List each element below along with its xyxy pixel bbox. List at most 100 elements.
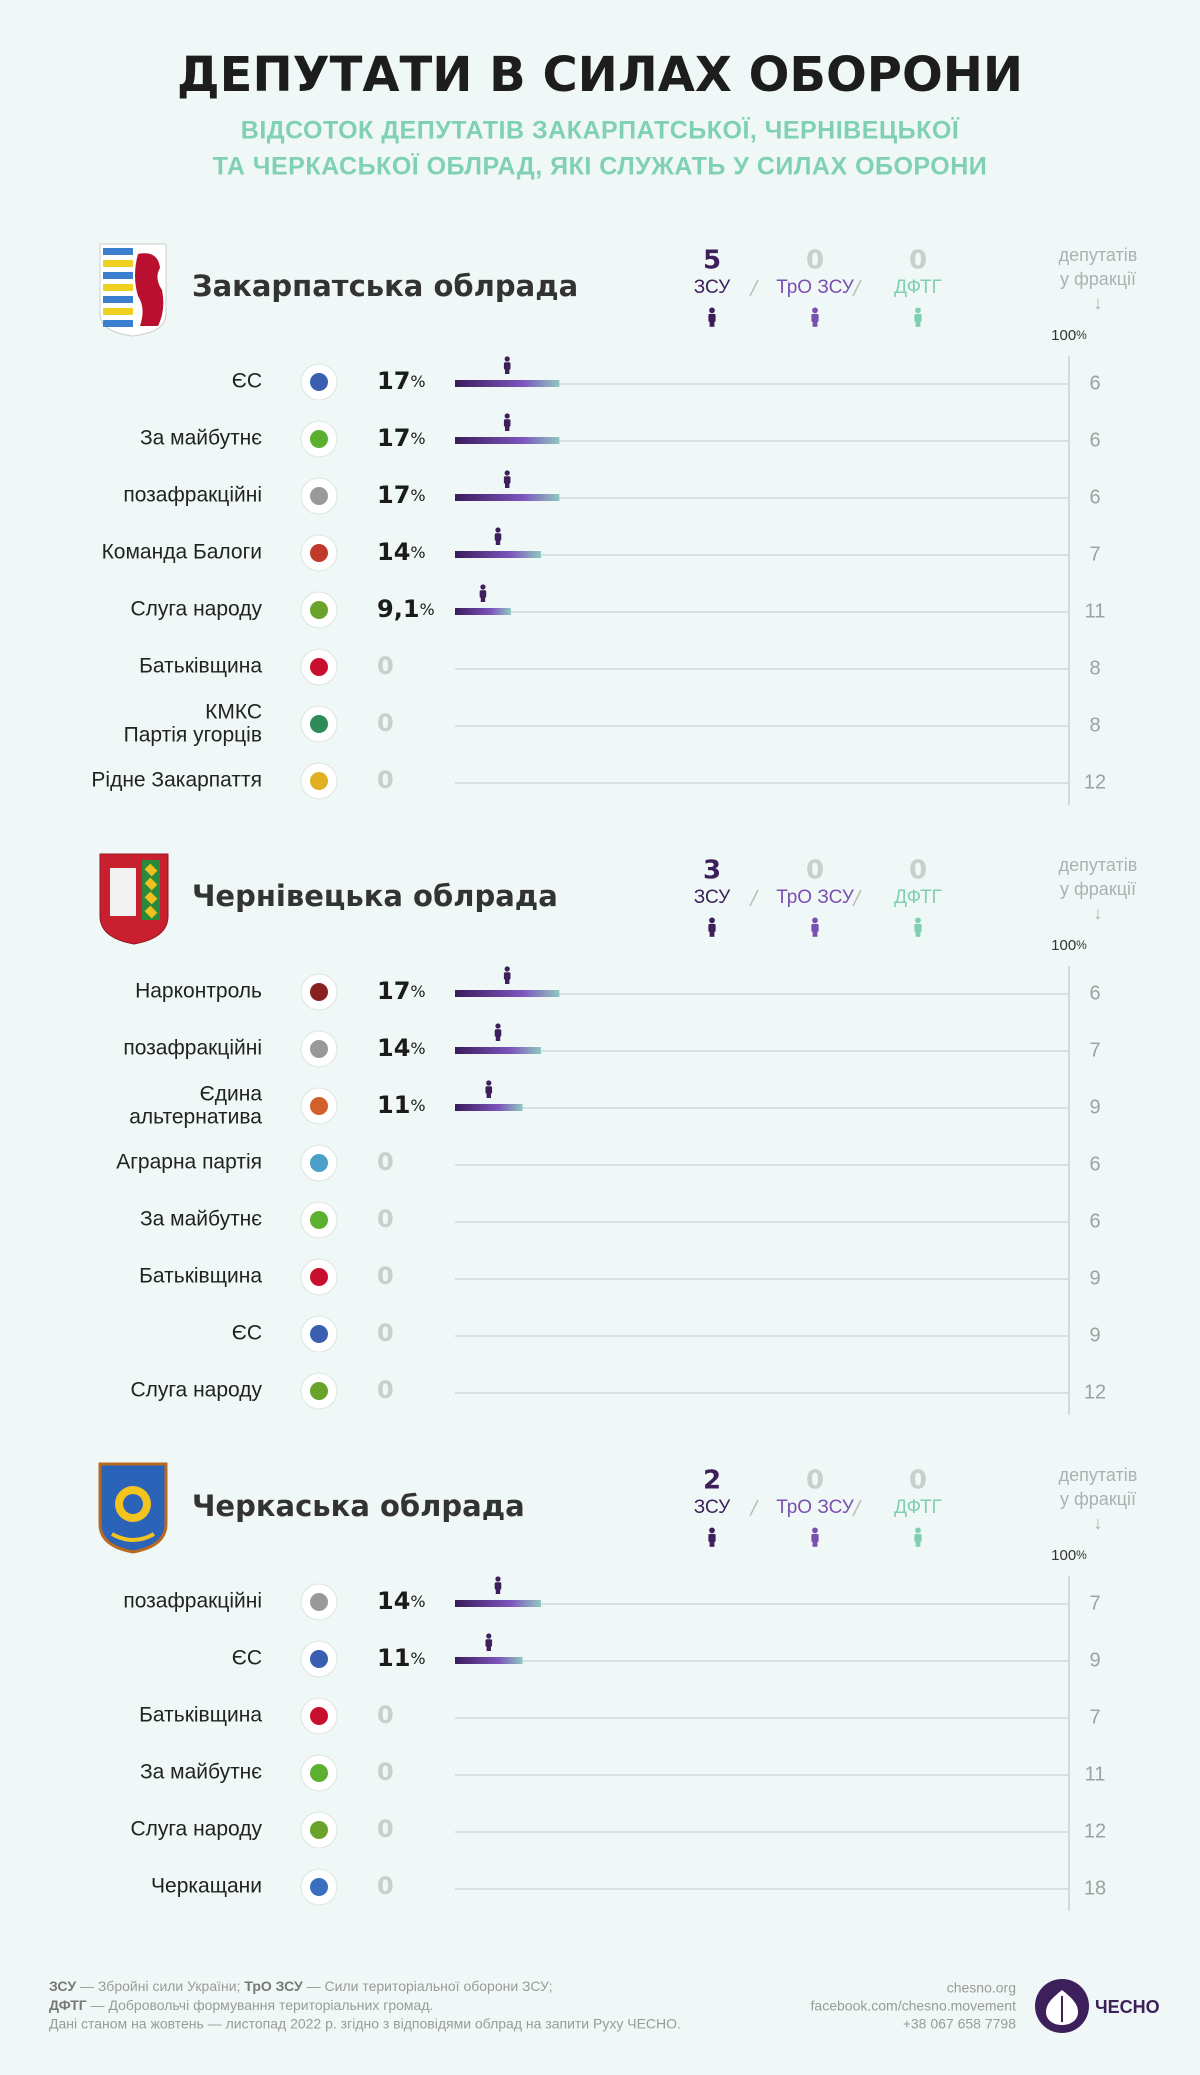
person-icon <box>811 1527 819 1547</box>
count-label: у фракції <box>1060 1489 1136 1509</box>
contact: chesno.org <box>947 1980 1016 1996</box>
bar <box>455 437 560 444</box>
person-body <box>503 476 511 484</box>
arms-stripe <box>103 308 133 315</box>
party-name: КМКС Партія угорців <box>124 700 262 746</box>
party-name: позафракційні <box>123 484 262 507</box>
person-icon <box>494 1023 502 1041</box>
legend-term: ЗСУ <box>49 1978 76 1994</box>
legend-term: ТрО ЗСУ <box>244 1978 303 1994</box>
person-legs <box>495 540 501 545</box>
party-name: позафракційні <box>123 1037 262 1060</box>
title: ДЕПУТАТИ В СИЛАХ ОБОРОНИ <box>177 47 1023 103</box>
arms-stripe <box>103 320 133 327</box>
bar <box>455 380 560 387</box>
party-name: Нарконтроль <box>135 980 262 1003</box>
faction-size: 6 <box>1089 486 1100 508</box>
person-body <box>494 533 502 541</box>
person-icon <box>503 470 511 488</box>
section-title: Закарпатська облрада <box>192 269 578 303</box>
x-tick-label: 100% <box>1051 1547 1087 1564</box>
person-legs <box>480 597 486 602</box>
person-legs <box>486 1093 491 1098</box>
person-head <box>486 1633 492 1639</box>
person-body <box>708 1533 716 1543</box>
person-icon <box>914 307 922 327</box>
party-logo-mark <box>310 1821 328 1839</box>
party-logo-mark <box>310 1325 328 1343</box>
bar <box>455 990 560 997</box>
faction-size: 7 <box>1089 1039 1100 1061</box>
person-head <box>495 1576 501 1582</box>
party-logo-mark <box>310 601 328 619</box>
legend-definition: — Добровольчі формування територіальних … <box>87 1997 434 2013</box>
count-label: депутатів <box>1059 245 1138 265</box>
faction-size: 7 <box>1089 1592 1100 1614</box>
person-head <box>812 917 818 924</box>
party-name: позафракційні <box>123 1590 262 1613</box>
contact: facebook.com/chesno.movement <box>811 1998 1017 2014</box>
person-body <box>485 1639 493 1647</box>
faction-size: 9 <box>1089 1096 1100 1118</box>
person-body <box>503 419 511 427</box>
summary-label: ТрО ЗСУ <box>776 887 855 908</box>
arms-sun-core <box>123 1494 143 1514</box>
party-name: ЄС <box>232 1647 262 1670</box>
coat-of-arms <box>98 1462 168 1554</box>
person-body <box>914 1533 922 1543</box>
summary-label: ЗСУ <box>694 277 731 298</box>
person-head <box>504 470 510 476</box>
person-icon <box>494 1576 502 1594</box>
person-head <box>486 1080 492 1086</box>
person-body <box>811 923 819 933</box>
arms-wheat <box>111 1532 155 1542</box>
party-name: Слуга народу <box>130 598 262 621</box>
summary-value: 0 <box>909 856 927 886</box>
summary-value: 0 <box>806 246 824 276</box>
count-label: у фракції <box>1060 269 1136 289</box>
summary-value: 3 <box>703 856 721 886</box>
arms-gold <box>144 863 158 877</box>
party-name: Єдина альтернатива <box>129 1082 262 1128</box>
value-label: 0 <box>377 1205 394 1233</box>
bar <box>455 1104 523 1111</box>
count-label: депутатів <box>1059 855 1138 875</box>
value-label: 14% <box>377 538 426 566</box>
person-head <box>812 307 818 314</box>
person-body <box>503 972 511 980</box>
person-body <box>708 313 716 323</box>
value-label: 0 <box>377 1148 394 1176</box>
party-logo-mark <box>310 1650 328 1668</box>
party-name: Батьківщина <box>139 1704 262 1727</box>
value-label: 17% <box>377 424 426 452</box>
person-icon <box>479 584 487 602</box>
party-name: Слуга народу <box>130 1818 262 1841</box>
party-logo-mark <box>310 715 328 733</box>
summary-value: 0 <box>909 246 927 276</box>
person-legs <box>709 931 715 937</box>
person-head <box>480 584 486 590</box>
person-head <box>709 307 715 314</box>
person-head <box>504 966 510 972</box>
value-label: 0 <box>377 652 394 680</box>
person-icon <box>811 917 819 937</box>
person-legs <box>486 1646 491 1651</box>
person-icon <box>503 966 511 984</box>
faction-size: 6 <box>1089 429 1100 451</box>
separator <box>852 889 862 907</box>
party-name: Батьківщина <box>139 655 262 678</box>
subtitle: ТА ЧЕРКАСЬКОЇ ОБЛРАД, ЯКІ СЛУЖАТЬ У СИЛА… <box>213 153 988 181</box>
party-logo-mark <box>310 772 328 790</box>
legend-definition: — Збройні сили України; <box>76 1978 244 1994</box>
x-tick-label: 100% <box>1051 327 1087 344</box>
summary-value: 5 <box>703 246 721 276</box>
contact: +38 067 658 7798 <box>903 2016 1016 2032</box>
arms-stripe <box>103 272 133 279</box>
party-logo-mark <box>310 1382 328 1400</box>
person-icon <box>485 1633 493 1651</box>
party-name: Команда Балоги <box>102 541 262 564</box>
arms-stripe <box>103 284 133 291</box>
faction-size: 6 <box>1089 982 1100 1004</box>
summary-label: ТрО ЗСУ <box>776 277 855 298</box>
party-logo-mark <box>310 1268 328 1286</box>
